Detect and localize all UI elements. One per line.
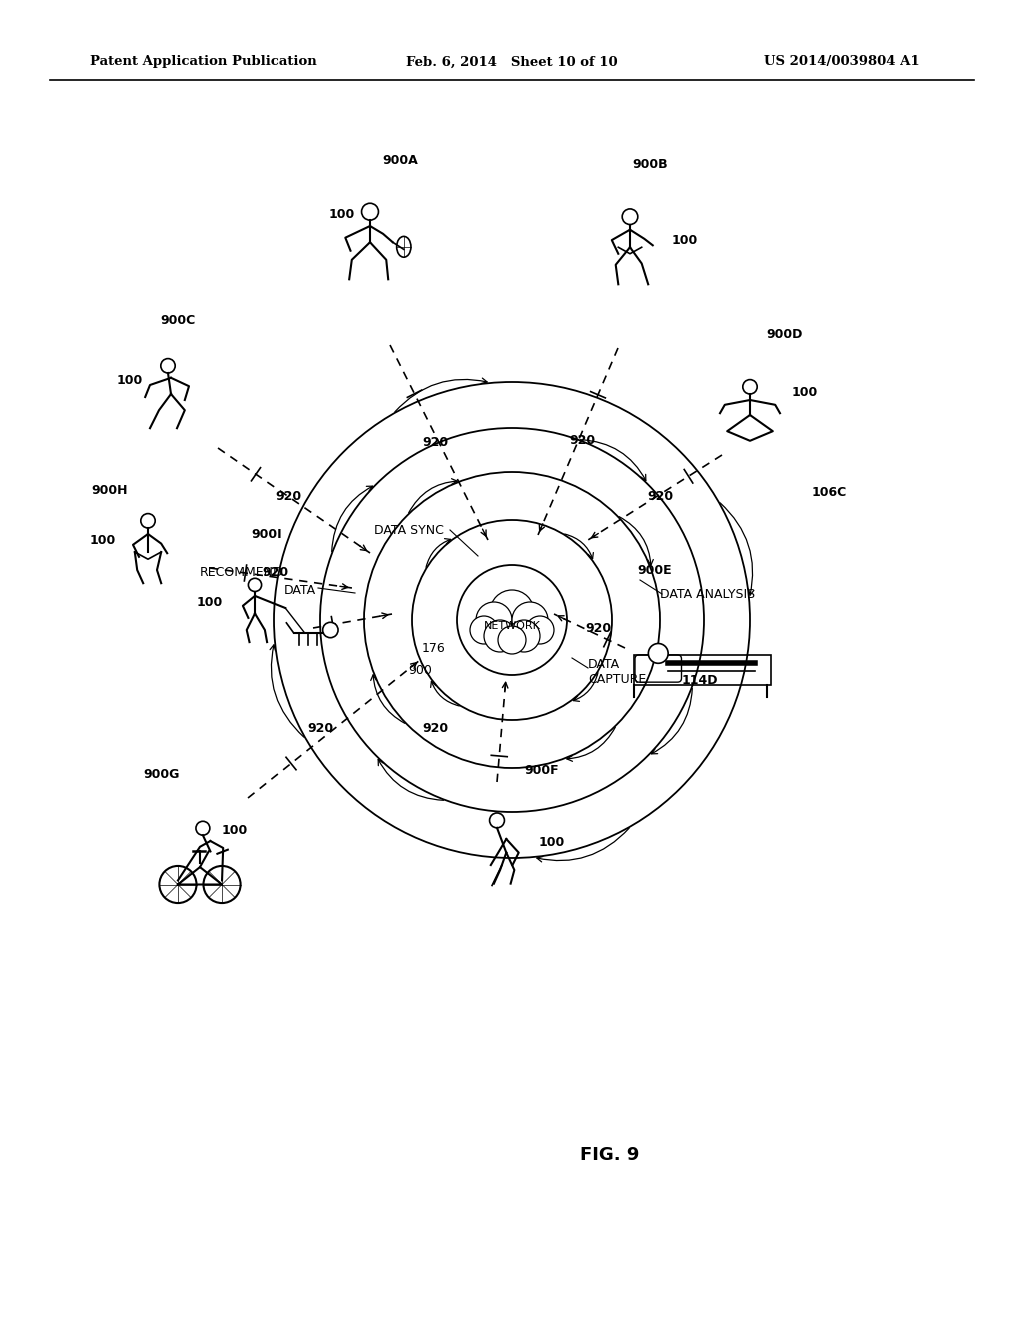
Text: 100: 100 [792,385,818,399]
Circle shape [249,578,261,591]
Text: 920: 920 [422,436,449,449]
Text: 900F: 900F [524,763,559,776]
Text: 100: 100 [672,234,698,247]
Text: 100: 100 [222,824,248,837]
Text: 920: 920 [585,622,611,635]
Circle shape [161,359,175,374]
Text: 100: 100 [329,209,355,222]
Text: 900A: 900A [382,153,418,166]
Text: NETWORK: NETWORK [483,620,541,631]
Circle shape [476,602,512,638]
Text: 900G: 900G [143,768,180,781]
Text: 900D: 900D [767,329,803,342]
Circle shape [323,622,338,638]
Circle shape [484,620,516,652]
Circle shape [512,602,548,638]
Text: DATA ANALYSIS: DATA ANALYSIS [660,587,755,601]
Text: 920: 920 [262,565,288,578]
Circle shape [361,203,379,220]
Text: 100: 100 [539,836,565,849]
Bar [634,655,771,685]
Text: 100: 100 [117,374,143,387]
Text: 920: 920 [647,490,673,503]
Text: DATA
CAPTURE: DATA CAPTURE [588,657,646,686]
Text: Patent Application Publication: Patent Application Publication [90,55,316,69]
Text: 176: 176 [421,642,445,655]
Circle shape [470,616,498,644]
Text: 920: 920 [274,491,301,503]
Text: 920: 920 [422,722,449,734]
Text: DATA SYNC: DATA SYNC [374,524,444,536]
Text: 900H: 900H [92,483,128,496]
Text: 114D: 114D [682,673,718,686]
Text: 900I: 900I [252,528,283,541]
Circle shape [648,644,668,663]
Text: 900C: 900C [161,314,196,326]
Text: FIG. 9: FIG. 9 [581,1146,640,1164]
Text: 100: 100 [197,595,223,609]
Circle shape [526,616,554,644]
Text: 900: 900 [409,664,432,676]
Circle shape [141,513,156,528]
Text: 920: 920 [569,433,595,446]
Circle shape [508,620,540,652]
Circle shape [742,380,757,393]
Circle shape [196,821,210,836]
Text: RECOMMEND: RECOMMEND [200,565,284,578]
Text: 920: 920 [307,722,333,734]
Text: 106C: 106C [812,486,847,499]
Circle shape [489,813,505,828]
Circle shape [490,590,534,634]
Text: 900E: 900E [638,564,673,577]
Text: Feb. 6, 2014   Sheet 10 of 10: Feb. 6, 2014 Sheet 10 of 10 [407,55,617,69]
Text: 100: 100 [90,533,116,546]
Text: US 2014/0039804 A1: US 2014/0039804 A1 [764,55,920,69]
Circle shape [623,209,638,224]
Text: DATA: DATA [284,583,316,597]
Circle shape [498,626,526,653]
Text: 900B: 900B [632,158,668,172]
